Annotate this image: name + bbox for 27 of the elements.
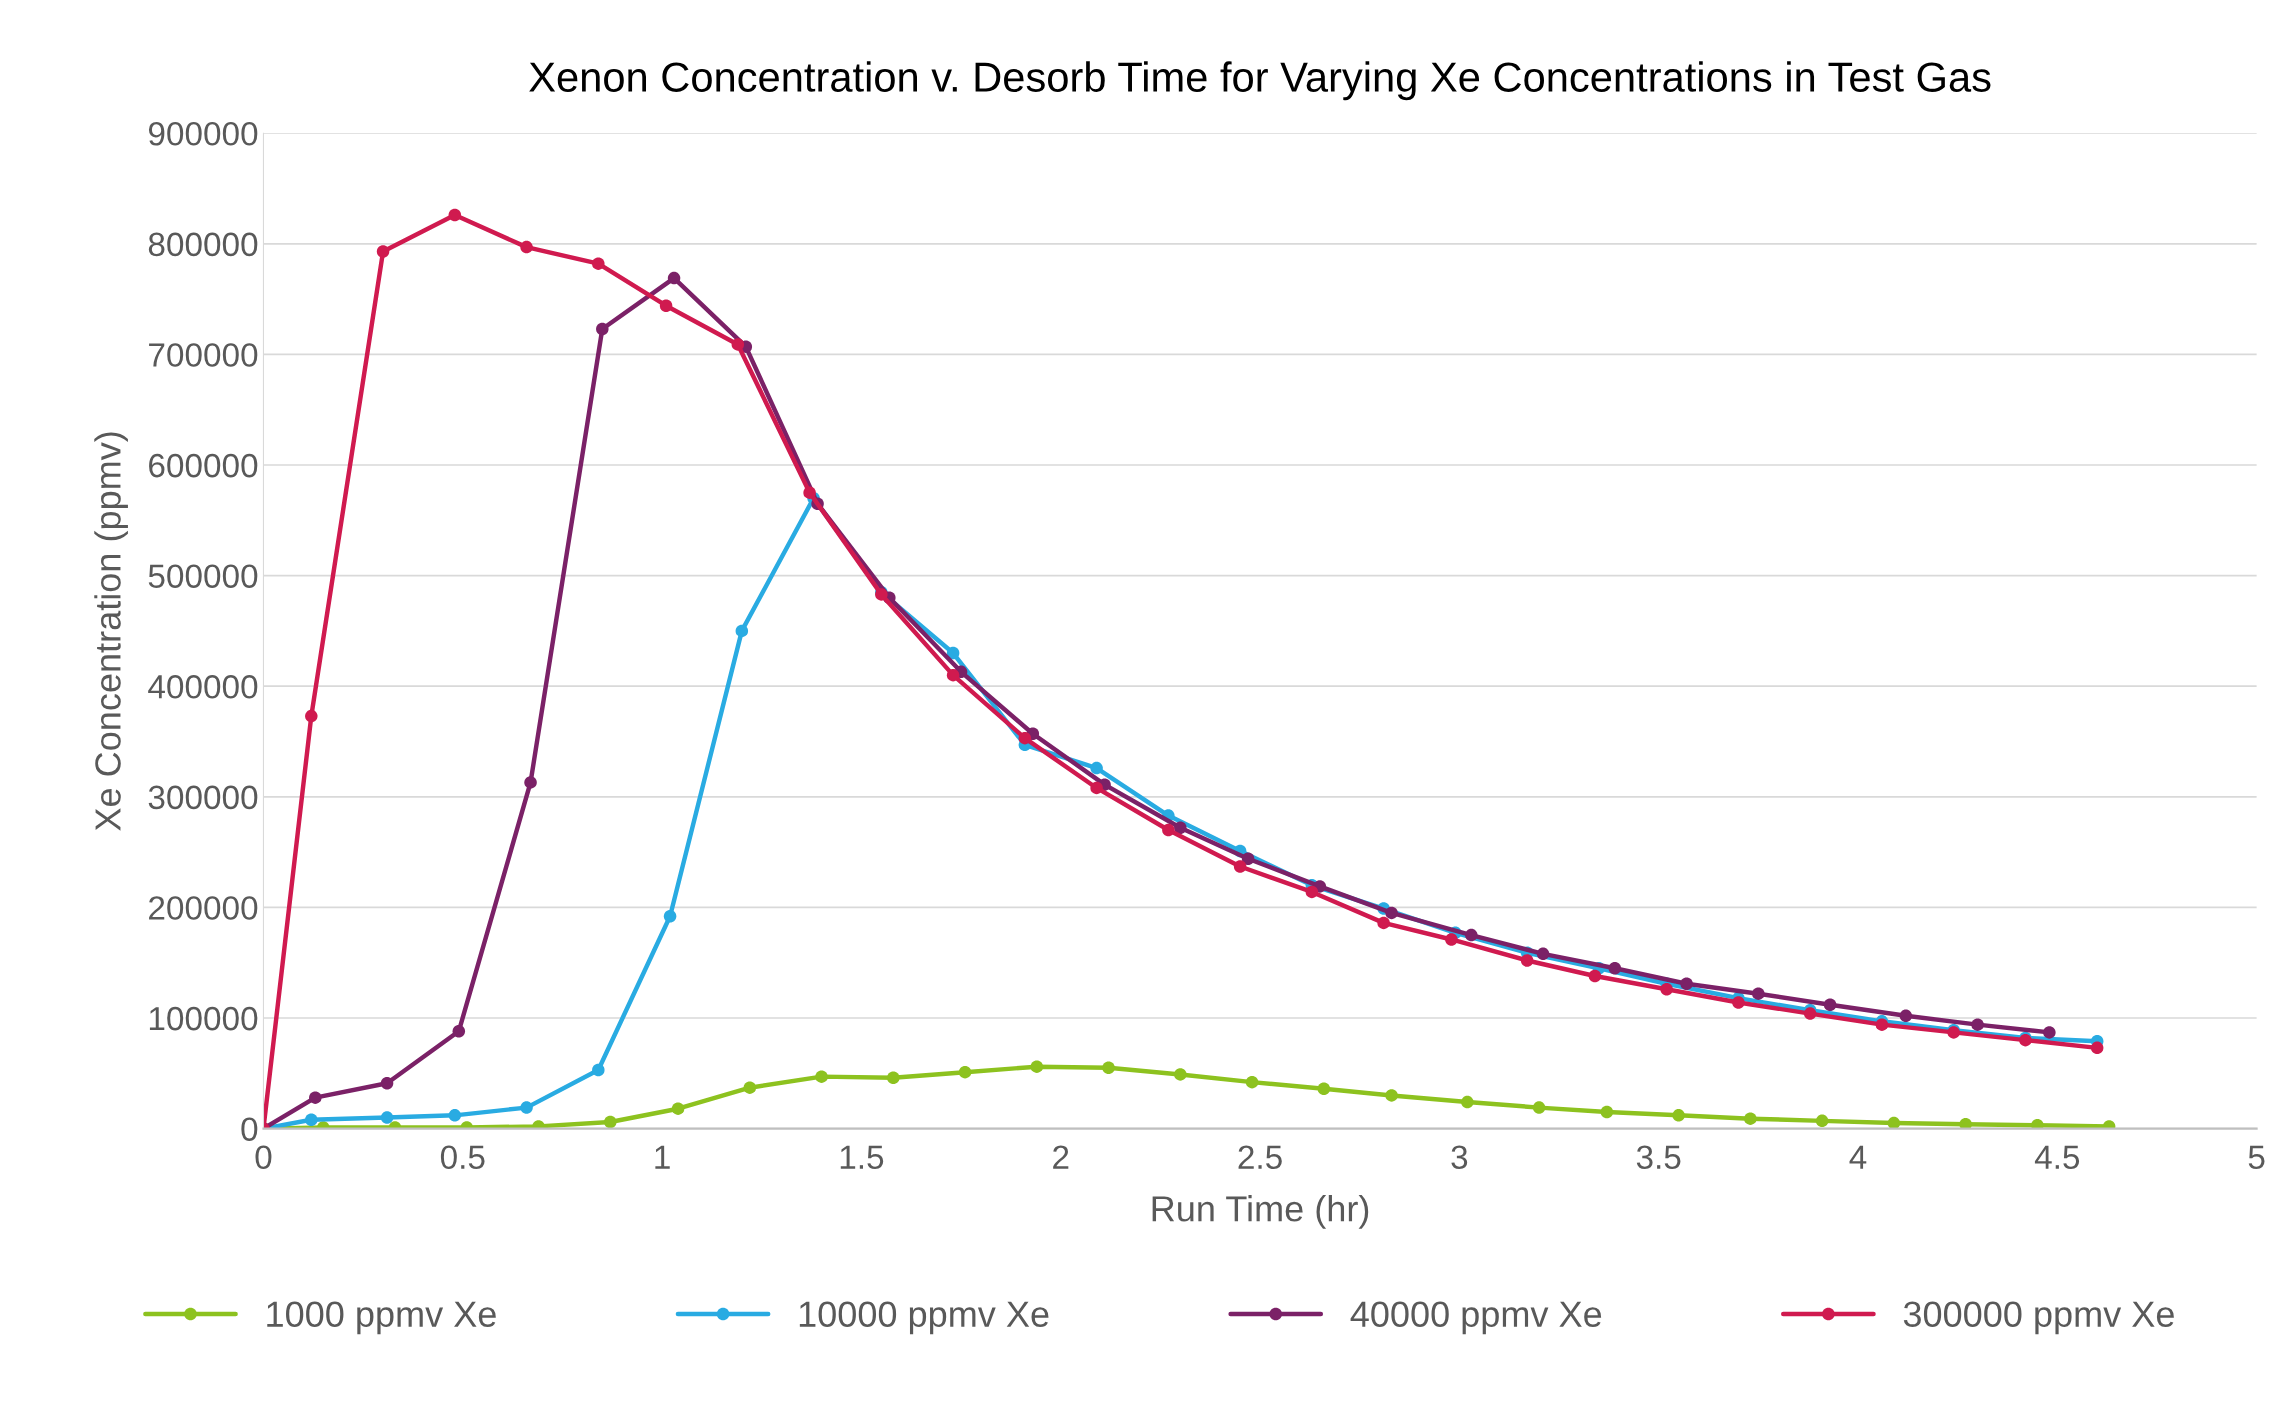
y-tick-label: 400000 — [148, 675, 258, 699]
x-tick-label: 4.5 — [2034, 1145, 2080, 1170]
legend-label: 1000 ppmv Xe — [267, 1301, 496, 1335]
x-tick-label: 1.5 — [840, 1145, 884, 1170]
x-tick-label: 3.5 — [1636, 1145, 1681, 1170]
y-tick-label: 0 — [241, 1117, 258, 1142]
y-axis-title: Xe Concentration (ppmv) — [94, 432, 128, 831]
x-axis-title: Run Time (hr) — [1152, 1195, 1369, 1229]
y-tick-label: 600000 — [149, 453, 258, 478]
y-tick-label: 500000 — [148, 564, 258, 589]
legend-label: 10000 ppmv Xe — [799, 1301, 1049, 1335]
legend-label: 40000 ppmv Xe — [1350, 1301, 1602, 1335]
x-tick-label: 4 — [1849, 1145, 1867, 1169]
x-tick-label: 2 — [1053, 1145, 1069, 1169]
y-tick-label: 300000 — [148, 785, 258, 810]
y-tick-label: 200000 — [149, 896, 258, 920]
x-tick-label: 1 — [655, 1145, 670, 1169]
x-tick-label: 5 — [2248, 1145, 2265, 1170]
chart-title: Xenon Concentration v. Desorb Time for Varying Xe Concentrations in Test Gas — [529, 61, 1991, 101]
legend-label: 300000 ppmv Xe — [1903, 1301, 2174, 1335]
y-tick-label: 700000 — [149, 343, 258, 367]
x-tick-label: 0.5 — [440, 1145, 485, 1170]
x-tick-label: 2.5 — [1238, 1145, 1282, 1170]
y-tick-label: 800000 — [148, 232, 258, 257]
y-tick-label: 900000 — [148, 121, 258, 146]
y-tick-label: 100000 — [149, 1006, 258, 1031]
x-tick-label: 3 — [1451, 1145, 1468, 1170]
